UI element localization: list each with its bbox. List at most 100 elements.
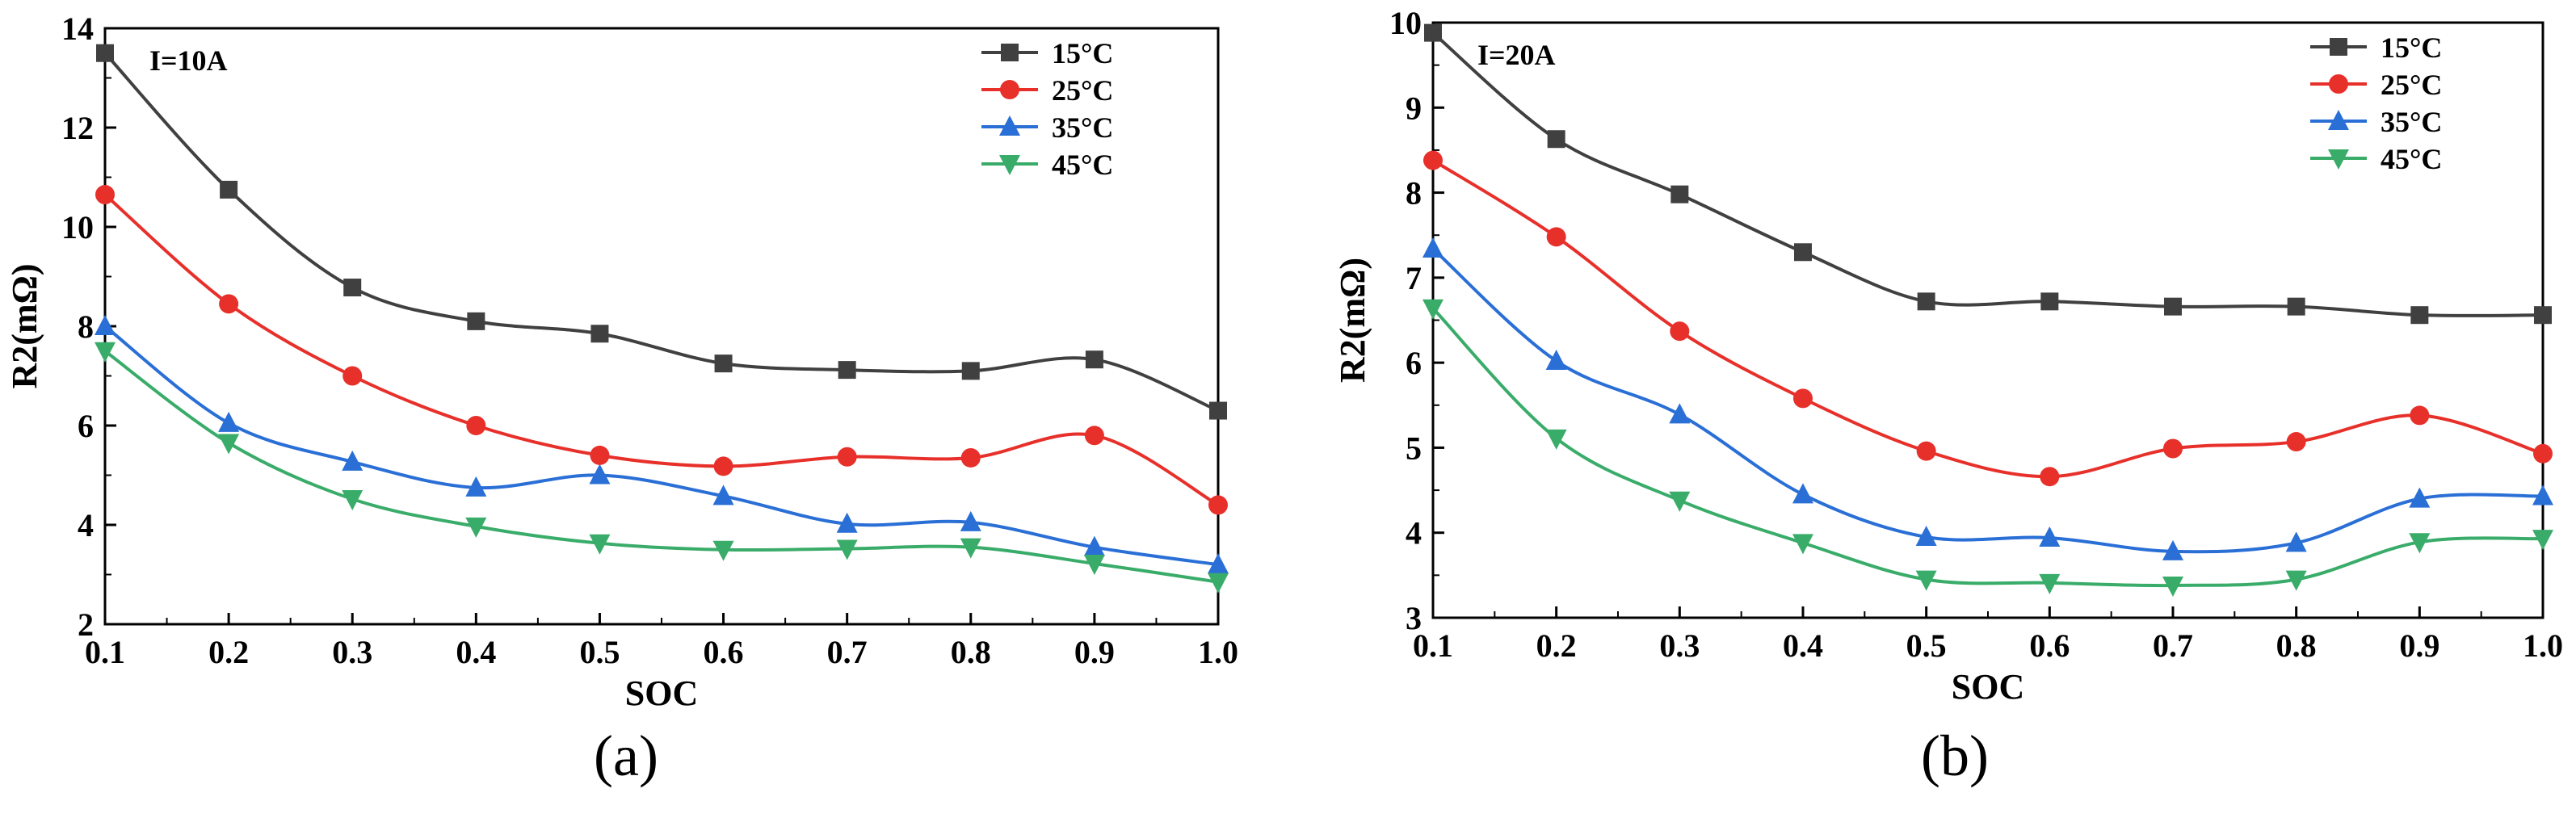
legend-marker	[1000, 80, 1019, 99]
data-point	[2533, 443, 2553, 464]
data-point	[960, 538, 981, 559]
data-point	[343, 279, 362, 297]
legend-label: 25°C	[1052, 74, 1113, 107]
x-tick-label: 0.2	[208, 634, 249, 670]
legend-marker	[2329, 74, 2348, 94]
data-point	[1915, 570, 1937, 591]
data-point	[2040, 467, 2060, 487]
y-tick-label: 4	[78, 507, 94, 543]
data-point	[1545, 350, 1567, 371]
data-point	[712, 485, 734, 505]
data-point	[1208, 573, 1229, 594]
x-tick-label: 0.4	[1783, 627, 1823, 664]
data-point	[1424, 23, 1442, 42]
series-45°C	[95, 342, 1229, 594]
data-point	[1669, 403, 1691, 424]
data-point	[2410, 405, 2430, 426]
data-point	[838, 361, 856, 380]
data-point	[342, 366, 363, 386]
data-point	[2285, 570, 2307, 591]
data-point	[96, 44, 114, 62]
data-point	[2285, 531, 2307, 552]
data-point	[1547, 130, 1565, 149]
data-point	[2162, 576, 2183, 597]
data-point	[589, 534, 611, 555]
data-point	[2162, 539, 2183, 560]
x-tick-label: 0.8	[951, 634, 991, 670]
y-tick-label: 6	[78, 408, 94, 444]
x-tick-label: 0.9	[2399, 627, 2439, 664]
series-line	[103, 350, 1219, 584]
x-axis-title: SOC	[625, 673, 698, 713]
series-line	[103, 52, 1219, 413]
data-point	[1545, 429, 1567, 450]
data-point	[1669, 491, 1691, 512]
legend-marker	[999, 155, 1020, 175]
data-point	[2534, 306, 2552, 325]
x-tick-label: 0.1	[1413, 627, 1453, 664]
data-point	[2163, 438, 2183, 459]
x-tick-label: 0.6	[2029, 627, 2070, 664]
y-tick-label: 8	[78, 308, 94, 345]
legend-label: 35°C	[2381, 106, 2442, 138]
series-15°C	[96, 44, 1227, 420]
x-tick-label: 1.0	[2523, 627, 2563, 664]
y-tick-label: 4	[1406, 515, 1422, 552]
data-point	[2409, 487, 2431, 508]
series-line	[1431, 158, 2544, 479]
data-point	[2039, 573, 2061, 594]
panel-label: (b)	[1921, 724, 1989, 788]
series-35°C	[95, 315, 1229, 574]
data-point	[1422, 237, 1443, 258]
data-point	[1670, 185, 1689, 203]
data-point	[1084, 426, 1104, 446]
data-point	[218, 411, 240, 432]
legend-marker	[1001, 44, 1019, 61]
x-tick-label: 0.8	[2276, 627, 2317, 664]
data-point	[342, 490, 363, 511]
data-point	[1916, 441, 1936, 461]
legend-marker	[2328, 110, 2349, 130]
data-point	[2164, 297, 2182, 316]
data-point	[95, 185, 115, 205]
data-point	[2039, 526, 2061, 547]
legend-entry: 15°C	[2310, 31, 2442, 64]
x-tick-label: 0.7	[827, 634, 868, 670]
x-tick-label: 1.0	[1198, 634, 1238, 670]
data-point	[2410, 306, 2429, 325]
data-point	[837, 447, 857, 467]
data-point	[1792, 483, 1813, 504]
x-axis-title: SOC	[1952, 667, 2024, 707]
data-point	[1670, 321, 1690, 342]
legend-entry: 35°C	[2310, 106, 2442, 138]
legend-entry: 25°C	[2310, 69, 2442, 101]
y-tick-label: 14	[61, 10, 94, 47]
x-tick-label: 0.4	[456, 634, 496, 670]
x-tick-label: 0.2	[1536, 627, 1577, 664]
data-point	[1423, 150, 1443, 170]
data-point	[1915, 525, 1937, 546]
data-point	[342, 450, 363, 471]
data-point	[1209, 401, 1227, 420]
current-annotation: I=10A	[149, 44, 228, 77]
legend-label: 15°C	[1052, 37, 1113, 69]
legend-label: 45°C	[2381, 143, 2442, 175]
x-tick-label: 0.6	[704, 634, 744, 670]
current-annotation: I=20A	[1477, 39, 1556, 71]
y-tick-label: 10	[1389, 5, 1422, 41]
series-25°C	[95, 185, 1228, 515]
y-tick-label: 6	[1406, 345, 1422, 381]
data-point	[2532, 530, 2553, 551]
legend-marker	[999, 115, 1020, 136]
chart-panel-b: 0.1 0.2 0.3 0.4 0.5 0.6 0.7 0.8 0.9 1.0 3 4 5 6 7 8 9 10 S…	[1333, 5, 2563, 788]
data-point	[95, 342, 116, 363]
x-tick-label: 0.3	[1659, 627, 1700, 664]
legend-marker	[2328, 149, 2349, 170]
x-tick-label: 0.5	[579, 634, 620, 670]
data-point	[220, 180, 238, 199]
legend-label: 45°C	[1052, 149, 1113, 181]
data-point	[589, 464, 611, 485]
data-point	[2286, 432, 2306, 452]
data-point	[1208, 495, 1228, 515]
data-point	[1917, 292, 1935, 311]
